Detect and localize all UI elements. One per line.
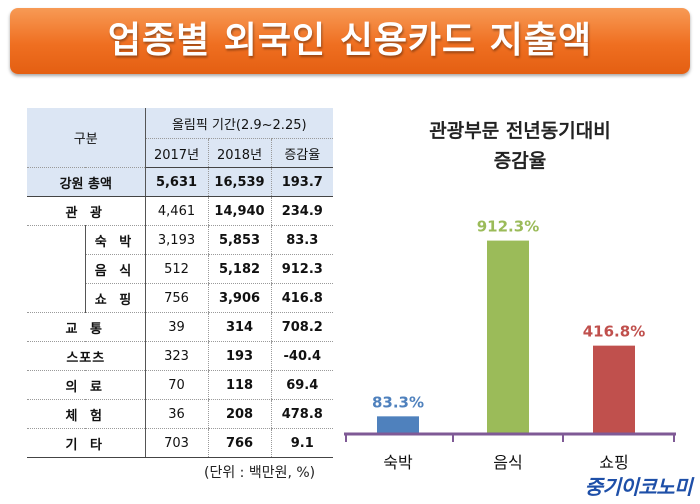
data-label-0: 83.3% [372,393,424,411]
bar-0 [377,416,419,434]
row-label: 의 료 [27,370,146,400]
cell-2017: 756 [145,283,209,313]
cell-rate: 478.8 [270,399,334,429]
cell-rate: 416.8 [270,283,334,313]
cell-2017: 323 [145,341,209,371]
table-row: 체 험 36 208 478.8 [27,399,334,429]
category-label-0: 숙박 [383,453,413,472]
cell-2017: 36 [145,399,209,429]
title-banner: 업종별 외국인 신용카드 지출액 [10,8,690,74]
table-row: 교 통 39 314 708.2 [27,312,334,342]
header-2017: 2017년 [145,138,209,168]
cell-rate: 69.4 [270,370,334,400]
cell-2017: 70 [145,370,209,400]
chart-title: 관광부문 전년동기대비 증감율 [370,116,670,176]
cell-2018: 16,539 [207,167,272,197]
publisher-logo: 중기이코노미 [584,475,693,499]
row-label: 체 험 [27,399,146,429]
row-label: 쇼 핑 [84,283,146,313]
bar-1 [487,240,529,434]
cell-rate: 83.3 [270,225,334,255]
cell-rate: 193.7 [270,167,334,197]
category-label-2: 쇼핑 [599,453,628,472]
table-row: 의 료 70 118 69.4 [27,370,334,400]
table-row: 기 타 703 766 9.1 [27,428,334,458]
header-period: 올림픽 기간(2.9~2.25) [145,108,334,139]
data-label-1: 912.3% [477,218,539,236]
unit-note: (단위 : 백만원, %) [204,465,316,481]
row-label: 음 식 [84,254,146,284]
cell-2018: 14,940 [207,196,272,226]
cell-2018: 5,182 [207,254,272,284]
header-category: 구분 [27,108,146,168]
chart-title-line2: 증감율 [493,150,547,172]
table-row: 숙 박 3,193 5,853 83.3 [27,225,334,313]
table-row: 스포츠 323 193 -40.4 [27,341,334,371]
cell-2017: 3,193 [145,225,209,255]
row-label: 관 광 [27,196,146,226]
table-row: 음 식 512 5,182 912.3 [27,254,334,284]
cell-2017: 5,631 [145,167,209,197]
header-rate: 증감율 [270,138,334,168]
row-label: 스포츠 [27,341,146,371]
cell-2018: 118 [207,370,272,400]
cell-2017: 512 [145,254,209,284]
table-row: 쇼 핑 756 3,906 416.8 [27,283,334,313]
spending-table: 구분 올림픽 기간(2.9~2.25) 2017년 2018년 증감율 강원 총… [27,108,334,458]
cell-rate: 912.3 [270,254,334,284]
row-label: 숙 박 [84,225,146,255]
cell-rate: -40.4 [270,341,334,371]
cell-2018: 766 [207,428,272,458]
cell-rate: 234.9 [270,196,334,226]
cell-2018: 3,906 [207,283,272,313]
table-row: 관 광 4,461 14,940 234.9 [27,196,334,226]
cell-rate: 9.1 [270,428,334,458]
cell-2018: 5,853 [207,225,272,255]
cell-2017: 4,461 [145,196,209,226]
banner-title: 업종별 외국인 신용카드 지출액 [107,20,593,61]
row-label: 기 타 [27,428,146,458]
row-label: 강원 총액 [27,167,146,197]
chart-title-line1: 관광부문 전년동기대비 [429,120,611,142]
bar-chart: 83.3% 숙박 912.3% 음식 416.8% 쇼핑 [344,218,676,472]
bar-2 [593,345,635,434]
cell-2017: 703 [145,428,209,458]
cell-2017: 39 [145,312,209,342]
header-2018: 2018년 [207,138,272,168]
cell-2018: 314 [207,312,272,342]
cell-2018: 193 [207,341,272,371]
cell-rate: 708.2 [270,312,334,342]
category-label-1: 음식 [493,453,522,472]
row-label: 교 통 [27,312,146,342]
data-label-2: 416.8% [583,323,645,341]
table-row-total: 강원 총액 5,631 16,539 193.7 [27,167,334,197]
cell-2018: 208 [207,399,272,429]
